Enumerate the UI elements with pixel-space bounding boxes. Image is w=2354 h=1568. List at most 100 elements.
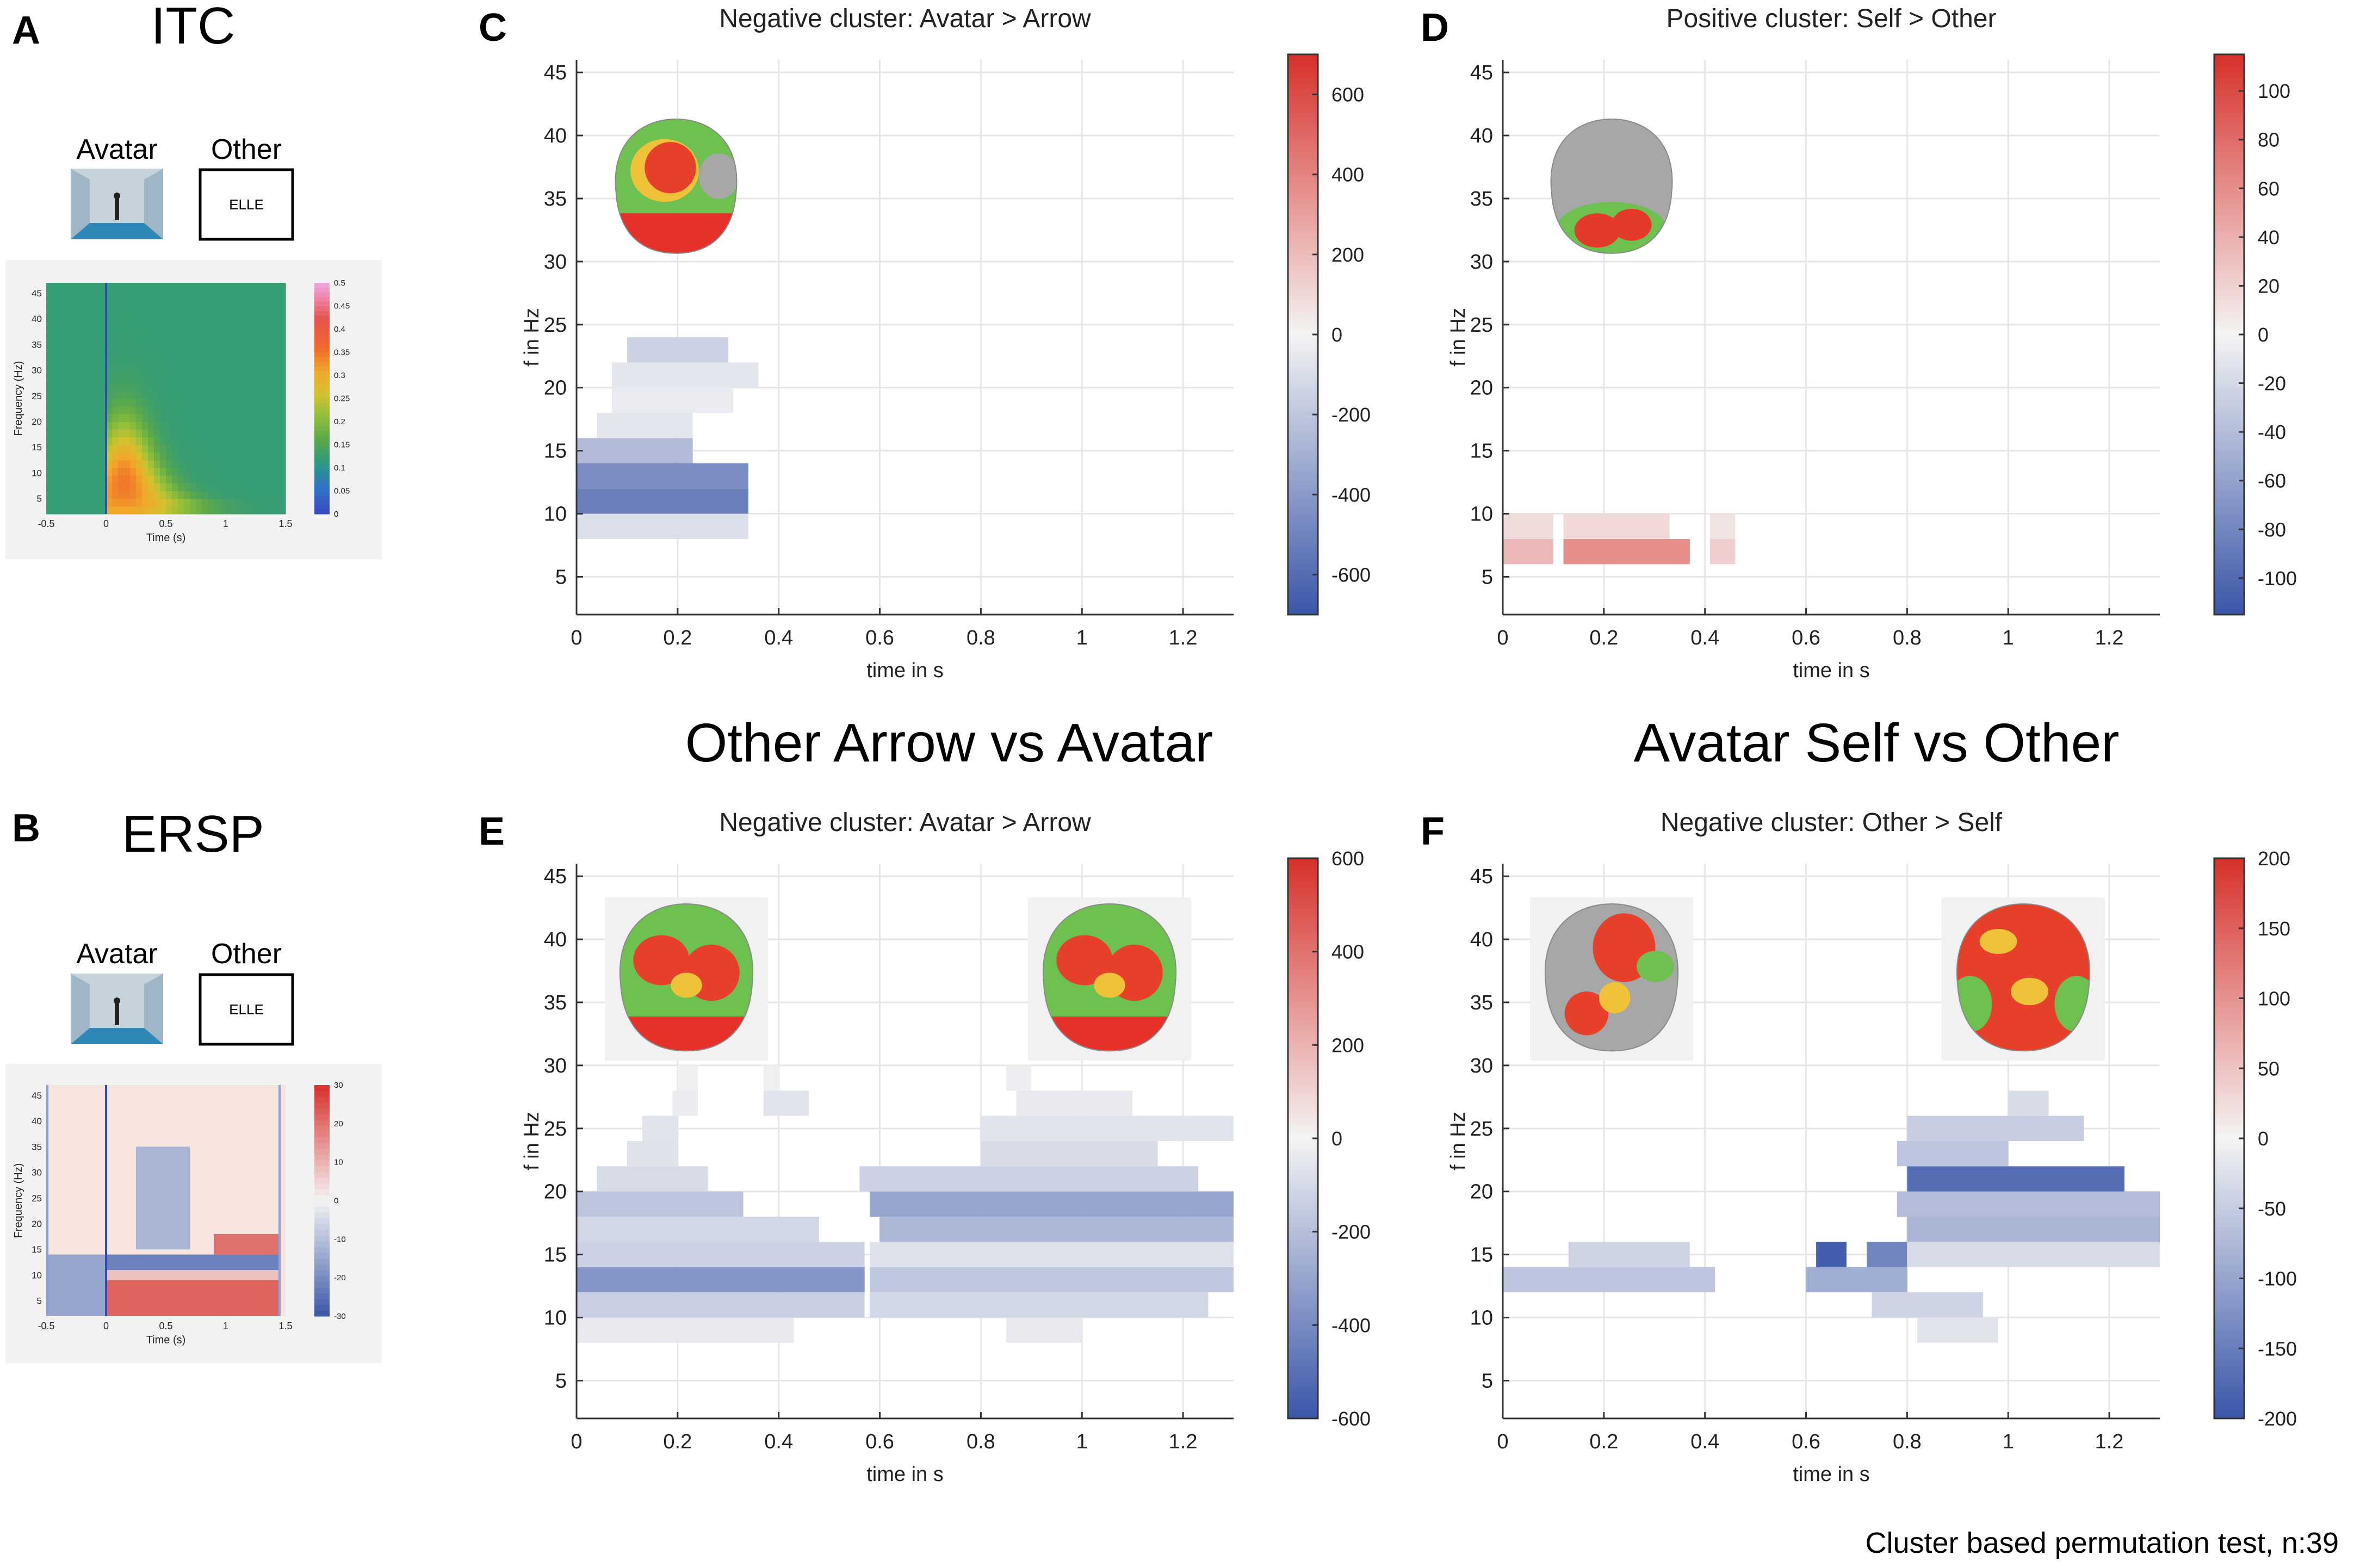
itc-cell <box>64 475 71 484</box>
itc-cell <box>190 321 196 330</box>
y-axis-label: Frequency (Hz) <box>13 1163 24 1238</box>
x-tick-label: 1 <box>223 1321 228 1331</box>
panel-a-other-label: Other <box>211 134 282 165</box>
itc-cell <box>118 491 125 499</box>
itc-cell <box>148 506 154 515</box>
itc-cell <box>202 329 208 337</box>
itc-cell <box>220 283 226 291</box>
itc-cell <box>208 290 214 299</box>
itc-cell <box>76 506 83 515</box>
itc-cell <box>58 313 65 322</box>
y-tick-label: 15 <box>1470 1244 1493 1267</box>
y-tick-label: 40 <box>32 1116 42 1126</box>
itc-cell <box>124 406 131 414</box>
itc-cell <box>58 498 65 507</box>
ersp-colorbar-step <box>314 1235 330 1242</box>
itc-cell <box>172 422 178 430</box>
y-tick-label: 15 <box>544 1244 567 1267</box>
y-tick-label: 15 <box>32 442 42 453</box>
y-tick-label: 25 <box>544 314 567 337</box>
itc-cell <box>262 283 268 291</box>
itc-cell <box>154 290 160 299</box>
colorbar-tick-label: -20 <box>2258 373 2286 395</box>
colorbar-tick-label: 0.4 <box>334 325 345 334</box>
itc-cell <box>76 352 83 361</box>
itc-cell <box>238 475 244 484</box>
itc-cell <box>148 460 154 468</box>
itc-cell <box>76 329 83 337</box>
itc-colorbar-step <box>314 292 330 298</box>
itc-cell <box>64 367 71 376</box>
itc-cell <box>256 313 262 322</box>
itc-cell <box>184 406 190 414</box>
itc-colorbar-step <box>314 315 330 320</box>
itc-cell <box>160 290 166 299</box>
itc-cell <box>250 506 256 515</box>
itc-cell <box>160 344 166 353</box>
panel-letter-e: E <box>479 810 505 853</box>
itc-cell <box>196 398 202 407</box>
itc-cell <box>118 506 125 515</box>
colorbar-tick-label: -60 <box>2258 470 2286 492</box>
itc-cell <box>244 422 250 430</box>
itc-cell <box>262 506 268 515</box>
itc-cell <box>172 483 178 492</box>
cluster-cell <box>859 1166 1198 1192</box>
itc-cell <box>256 398 262 407</box>
colorbar-tick-label: 0.1 <box>334 463 345 473</box>
itc-cell <box>76 321 83 330</box>
itc-cell <box>118 413 125 422</box>
itc-cell <box>280 329 286 337</box>
itc-colorbar-step <box>314 296 330 302</box>
itc-cell <box>238 413 244 422</box>
itc-colorbar-step <box>314 329 330 334</box>
itc-cell <box>280 422 286 430</box>
x-tick-label: 0.2 <box>1589 1430 1618 1453</box>
itc-cell <box>190 491 196 499</box>
itc-cell <box>46 352 53 361</box>
itc-colorbar-step <box>314 477 330 482</box>
itc-cell <box>202 352 208 361</box>
itc-cell <box>166 344 172 353</box>
itc-cell <box>202 437 208 445</box>
itc-cell <box>94 290 101 299</box>
itc-cell <box>100 298 107 307</box>
itc-cell <box>226 313 232 322</box>
itc-cell <box>268 383 274 391</box>
itc-cell <box>226 352 232 361</box>
itc-cell <box>154 444 160 453</box>
itc-cell <box>166 444 172 453</box>
itc-colorbar-step <box>314 338 330 344</box>
y-tick-label: 20 <box>544 377 567 400</box>
itc-cell <box>268 352 274 361</box>
itc-cell <box>184 360 190 368</box>
panel-b-avatar-label: Avatar <box>76 938 157 970</box>
cluster-cell <box>1907 1115 2084 1141</box>
itc-cell <box>184 283 190 291</box>
itc-cell <box>46 306 53 314</box>
itc-cell <box>154 321 160 330</box>
itc-cell <box>88 290 95 299</box>
itc-cell <box>112 506 119 515</box>
cluster-cell <box>1897 1191 2160 1217</box>
itc-cell <box>160 360 166 368</box>
itc-cell <box>100 413 107 422</box>
itc-cell <box>94 329 101 337</box>
itc-cell <box>76 290 83 299</box>
itc-cell <box>202 413 208 422</box>
itc-cell <box>112 344 119 353</box>
itc-cell <box>160 413 166 422</box>
itc-cell <box>226 437 232 445</box>
itc-cell <box>52 344 59 353</box>
itc-cell <box>106 398 113 407</box>
itc-cell <box>214 475 220 484</box>
itc-cell <box>196 337 202 345</box>
topomap-inset <box>1942 897 2105 1061</box>
itc-cell <box>142 290 148 299</box>
cluster-cell <box>577 488 748 514</box>
itc-cell <box>88 352 95 361</box>
itc-cell <box>244 298 250 307</box>
cluster-cell <box>1816 1242 1847 1267</box>
